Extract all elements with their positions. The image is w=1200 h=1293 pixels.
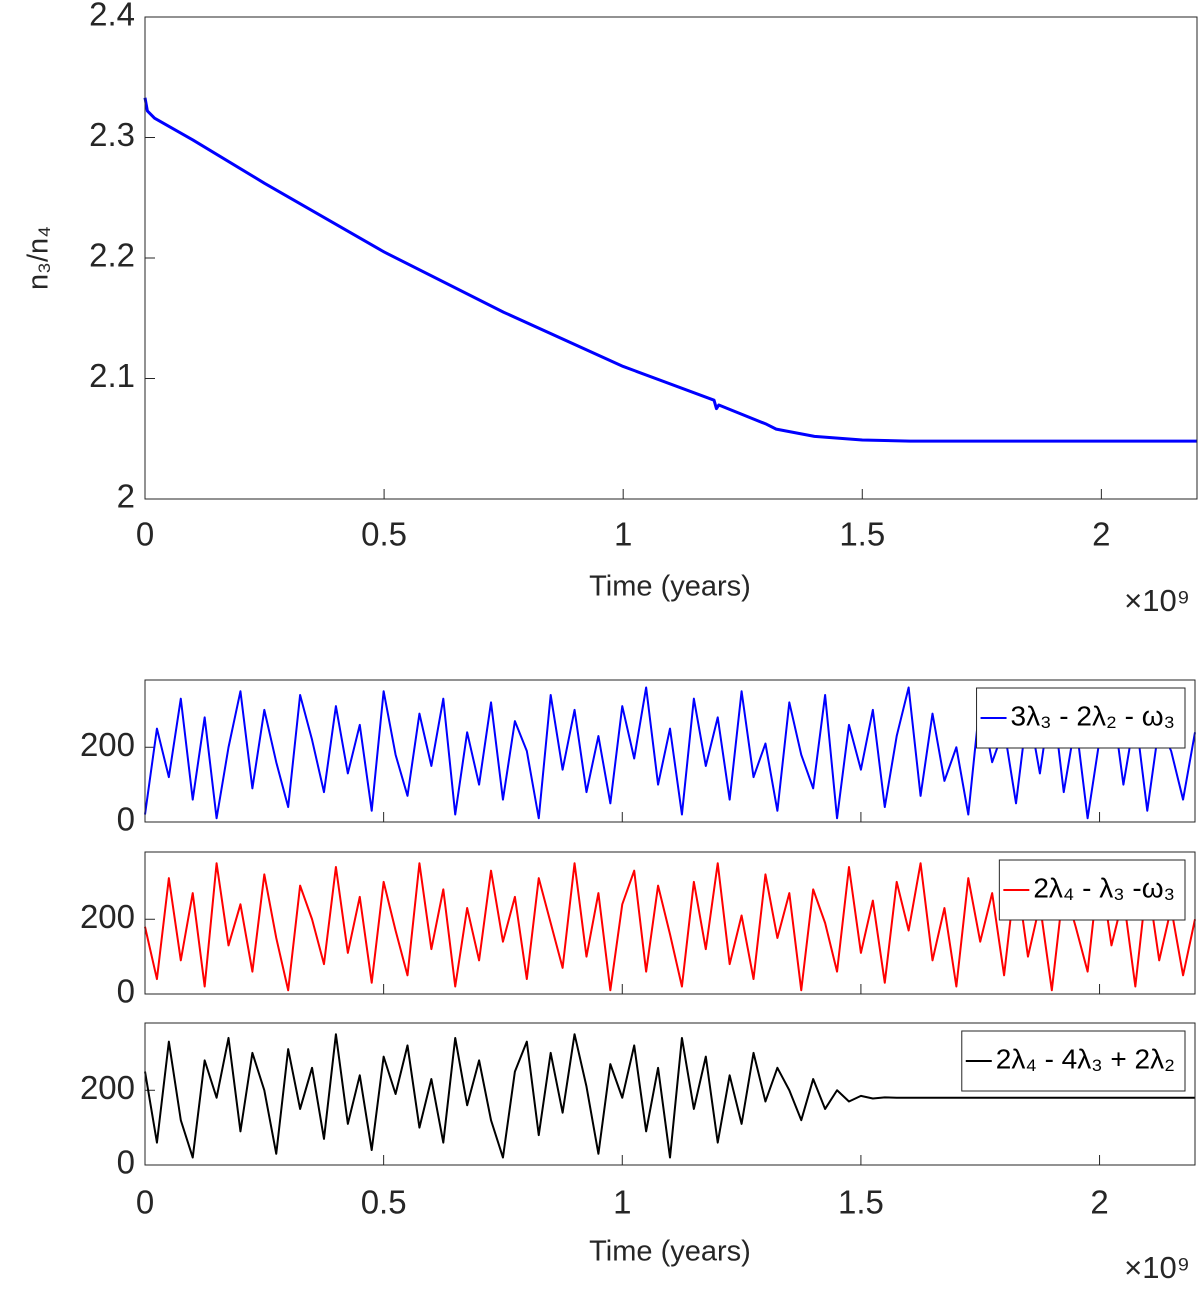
plot-frame <box>144 679 1196 823</box>
legend: 2λ₄ - λ₃ -ω₃ <box>998 859 1186 921</box>
legend-box <box>961 1030 1186 1092</box>
x-tick-label: 1 <box>614 516 632 553</box>
y-tick-label: 2 <box>117 478 135 515</box>
y-tick-label: 2.1 <box>89 357 135 394</box>
legend-label: 2λ₄ - λ₃ -ω₃ <box>1033 872 1175 903</box>
y-tick-label: 200 <box>80 1069 135 1106</box>
legend: 2λ₄ - 4λ₃ + 2λ₂ <box>961 1030 1186 1092</box>
x-tick-label: 0 <box>136 1184 154 1221</box>
legend-label: 2λ₄ - 4λ₃ + 2λ₂ <box>996 1043 1175 1074</box>
plot-frame <box>144 1022 1196 1166</box>
legend-box <box>998 859 1186 921</box>
x-tick-label: 0.5 <box>361 1184 407 1221</box>
x-axis-label: Time (years) <box>589 571 751 603</box>
plot-frame <box>144 16 1198 500</box>
y-tick-label: 200 <box>80 898 135 935</box>
x-tick-label: 1.5 <box>839 516 885 553</box>
x-tick-label: 1 <box>613 1184 631 1221</box>
x-axis-label: Time (years) <box>589 1236 751 1268</box>
data-line <box>143 97 1197 443</box>
x-tick-label: 1.5 <box>838 1184 884 1221</box>
x-multiplier: ×10⁹ <box>1124 583 1190 618</box>
legend-box <box>976 687 1186 749</box>
data-line <box>144 686 1196 820</box>
legend: 3λ₃ - 2λ₂ - ω₃ <box>976 687 1186 749</box>
x-tick-label: 0.5 <box>361 516 407 553</box>
x-tick-label: 2 <box>1092 516 1110 553</box>
y-tick-label: 0 <box>117 801 135 838</box>
x-tick-label: 0 <box>136 516 154 553</box>
x-multiplier: ×10⁹ <box>1124 1250 1190 1285</box>
y-tick-label: 2.4 <box>89 0 135 33</box>
plot-frame <box>144 851 1196 995</box>
y-tick-label: 2.2 <box>89 237 135 274</box>
y-tick-label: 2.3 <box>89 116 135 153</box>
y-tick-label: 0 <box>117 973 135 1010</box>
y-axis-label: n₃/n₄ <box>23 226 55 290</box>
data-line <box>144 1033 1195 1159</box>
y-tick-label: 200 <box>80 726 135 763</box>
legend-label: 3λ₃ - 2λ₂ - ω₃ <box>1011 700 1175 731</box>
x-tick-label: 2 <box>1090 1184 1108 1221</box>
y-tick-label: 0 <box>117 1144 135 1181</box>
